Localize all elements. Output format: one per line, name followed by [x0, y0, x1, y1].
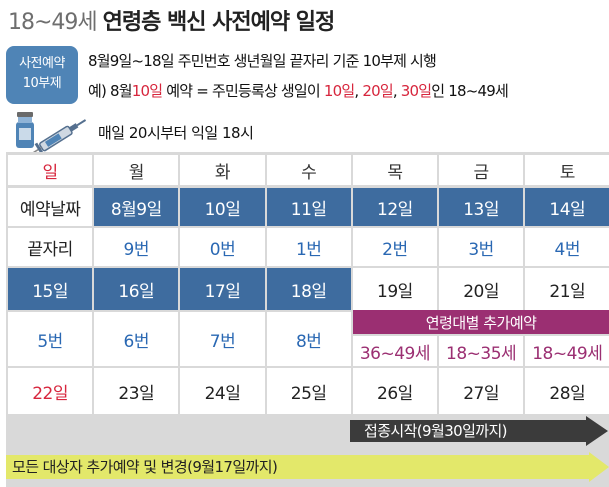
- reservation-date: 10일: [180, 188, 265, 226]
- end-digit: 3번: [439, 228, 524, 266]
- badge-line2: 10부제: [22, 76, 62, 91]
- date-cell: 25일: [266, 368, 351, 414]
- age-additional-banner: 연령대별 추가예약: [352, 310, 609, 334]
- reservation-date: 14일: [525, 188, 609, 226]
- reservation-date: 8월9일: [94, 188, 179, 226]
- date-cell: 27일: [439, 368, 524, 414]
- all-reservation-arrow: 모든 대상자 추가예약 및 변경(9월17일까지): [6, 452, 609, 482]
- end-digit: 2번: [352, 228, 437, 266]
- description-line3: 매일 20시부터 익일 18시: [98, 124, 254, 142]
- date-cell: 19일: [352, 268, 437, 310]
- page-title: 18~49세 연령층 백신 사전예약 일정: [8, 4, 336, 36]
- end-digit: 4번: [525, 228, 609, 266]
- yellow-arrow-shape: [6, 452, 609, 482]
- description-segment: ,: [354, 82, 363, 100]
- age-group: 18~35세: [439, 336, 524, 366]
- description-segment: 30일: [400, 82, 432, 100]
- date-cell: 15일: [8, 268, 93, 310]
- age-group: 36~49세: [352, 336, 437, 366]
- pre-reservation-badge: 사전예약 10부제: [6, 46, 78, 104]
- date-cell: 26일: [352, 368, 437, 414]
- date-cell: 16일: [94, 268, 179, 310]
- badge-line1: 사전예약: [19, 56, 65, 71]
- end-digit: 7번: [180, 312, 265, 366]
- day-header: 목: [352, 155, 437, 185]
- description-segment: 20일: [362, 82, 393, 100]
- end-digit: 6번: [94, 312, 179, 366]
- day-header: 수: [266, 155, 351, 185]
- date-cell: 17일: [180, 268, 265, 310]
- date-cell: 21일: [525, 268, 609, 310]
- dark-arrow-shape: [350, 416, 608, 446]
- description-line1: 8월9일~18일 주민번호 생년월일 끝자리 기준 10부제 시행: [88, 52, 437, 70]
- day-header: 월: [94, 155, 179, 185]
- day-header: 화: [180, 155, 265, 185]
- end-digit: 0번: [180, 228, 265, 266]
- date-cell: 24일: [180, 368, 265, 414]
- title-prefix: 18~49세: [8, 10, 98, 35]
- vaccination-period-arrow: 접종시작(9월30일까지): [350, 416, 608, 446]
- title-main: 연령층 백신 사전예약 일정: [102, 10, 336, 35]
- end-digit: 9번: [94, 228, 179, 266]
- description-segment: 10일: [323, 82, 355, 100]
- day-header: 금: [439, 155, 524, 185]
- vaccine-syringe-icon: [16, 112, 87, 156]
- date-cell: 20일: [439, 268, 524, 310]
- reservation-date: 11일: [266, 188, 351, 226]
- day-header: 토: [525, 155, 609, 185]
- reservation-date: 13일: [439, 188, 524, 226]
- date-cell: 22일: [8, 368, 93, 414]
- reservation-date: 12일: [352, 188, 437, 226]
- description-line2: 예) 8월10일 예약 = 주민등록상 생일이 10일, 20일, 30일인 1…: [88, 80, 509, 101]
- date-cell: 23일: [94, 368, 179, 414]
- description-segment: ,: [392, 82, 401, 100]
- reservation-date-label: 예약날짜: [8, 188, 93, 226]
- date-cell: 28일: [525, 368, 609, 414]
- description-segment: 예약 = 주민등록상 생일이: [162, 82, 324, 100]
- end-digit: 1번: [266, 228, 351, 266]
- description-segment: 예) 8월: [88, 82, 133, 100]
- end-digit-label: 끝자리: [8, 228, 93, 266]
- all-reservation-label: 모든 대상자 추가예약 및 변경(9월17일까지): [12, 458, 278, 476]
- day-header: 일: [8, 155, 93, 185]
- vaccination-period-label: 접종시작(9월30일까지): [364, 422, 508, 440]
- age-group: 18~49세: [525, 336, 609, 366]
- description-segment: 10일: [131, 82, 163, 100]
- date-cell: 18일: [266, 268, 351, 310]
- description-segment: 인 18~49세: [431, 82, 509, 100]
- end-digit: 5번: [8, 312, 93, 366]
- end-digit: 8번: [266, 312, 351, 366]
